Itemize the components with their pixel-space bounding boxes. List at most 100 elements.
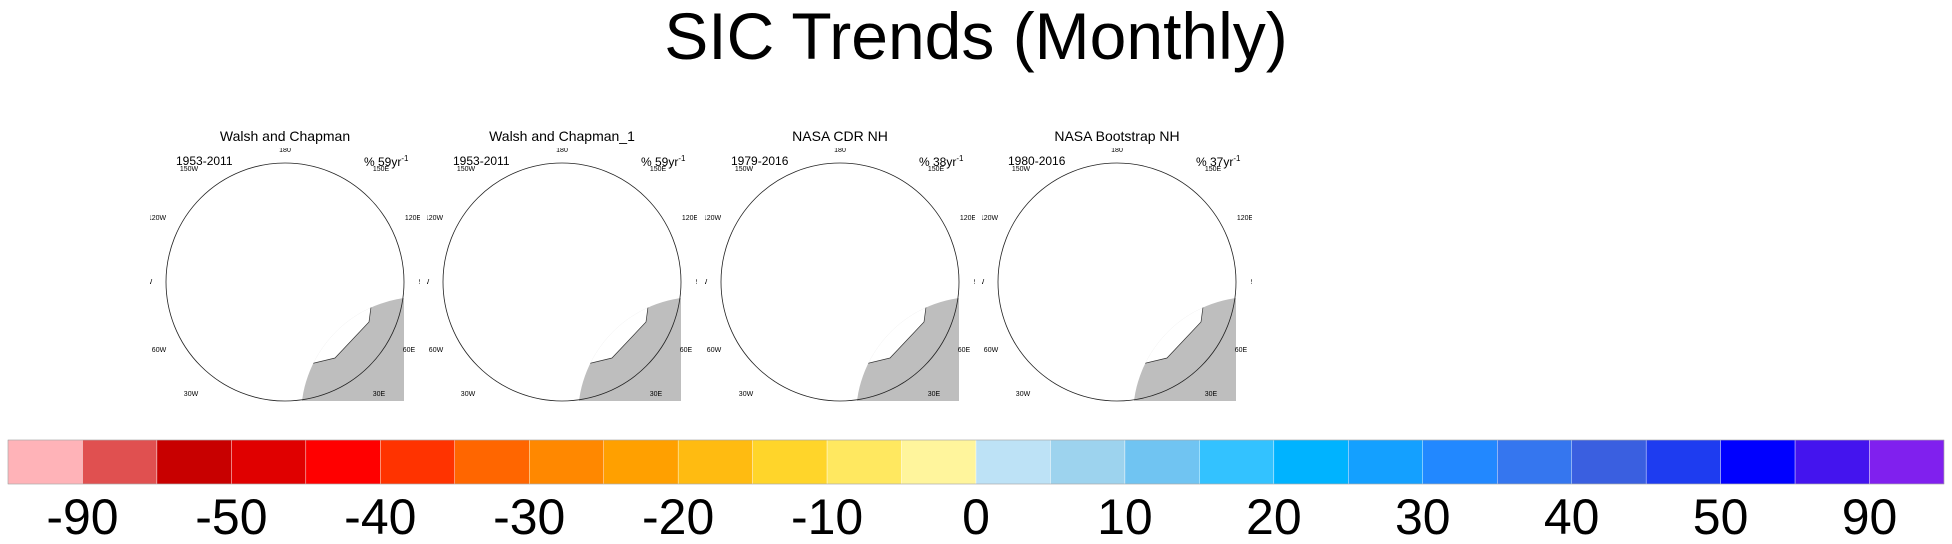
longitude-label: 90W [982,279,985,286]
ice-trend-region [271,258,303,296]
colorbar-swatch [7,439,83,485]
coastline [301,297,378,371]
longitude-label: 150W [735,166,754,173]
colorbar-swatch [901,439,977,485]
panel-period: 1953-2011 [453,154,510,168]
longitude-label: 150E [1205,166,1222,173]
ice-trend-region [578,297,620,322]
panel-trend: % 38yr-1 [919,154,964,169]
longitude-label: 150W [1012,166,1031,173]
longitude-label: 30E [373,391,386,398]
map-panel: NASA Bootstrap NH 1980-2016 % 37yr-1 180 150… [982,120,1252,410]
colorbar-swatch [677,439,753,485]
ice-trend-region [301,297,343,322]
longitude-label: 120W [427,215,444,222]
colorbar-swatch [1124,439,1200,485]
panel-title: NASA CDR NH [792,128,888,144]
longitude-label: 30E [650,391,663,398]
ice-trend-region [301,297,317,304]
ice-trend-region [301,332,305,344]
colorbar-tick-label: 20 [1246,489,1302,544]
colorbar-swatch [1720,439,1796,485]
atlantic-ocean [1017,332,1117,401]
longitude-label: 60E [680,347,693,354]
longitude-label: 120E [1237,215,1252,222]
colorbar-swatch [454,439,530,485]
ice-trend-region [482,212,514,240]
colorbar-swatch [1050,439,1126,485]
ice-trend-region [740,322,762,362]
colorbar-swatch [1794,439,1870,485]
colorbar-swatch [603,439,679,485]
longitude-label: 120W [705,215,722,222]
ice-trend-region [301,300,331,348]
longitude-label: 120E [405,215,420,222]
panel-period: 1980-2016 [1008,154,1066,168]
ice-trend-region [452,290,478,326]
longitude-label: 30E [1205,391,1218,398]
polar-map: 180150W120W90W60W30W030E60E90E120E150E [705,148,975,402]
longitude-label: 90E [974,279,975,286]
ice-trend-region [1133,297,1177,332]
atlantic-ocean [740,332,840,401]
ice-trend-region [265,182,319,214]
baffin-bay [987,282,1021,372]
longitude-label: 90E [1251,279,1252,286]
panel-title: NASA Bootstrap NH [1054,128,1180,144]
ice-trend-region [720,294,754,342]
longitude-label: 180 [834,148,846,154]
longitude-label: 30E [928,391,941,398]
colorbar-tick-label: -50 [195,489,267,544]
colorbar-tick-label: -30 [493,489,565,544]
ice-trend-region [1017,322,1039,362]
colorbar-swatch [1645,439,1721,485]
longitude-label: 30W [739,391,754,398]
map-panel: Walsh and Chapman 1953-2011 % 59yr-1 180 150… [150,120,420,410]
ice-trend-region [205,324,217,344]
panel-trend: % 59yr-1 [364,154,409,169]
longitude-label: 90W [150,279,153,286]
baffin-bay [432,282,466,372]
colorbar-border [7,439,1945,485]
map-panel: Walsh and Chapman_1 1953-2011 % 59yr-1 180 1… [427,120,697,410]
colorbar-swatch [231,439,307,485]
panel-title: Walsh and Chapman_1 [489,128,635,144]
longitude-label: 150E [650,166,667,173]
longitude-label: 30W [461,391,476,398]
longitude-label: 150W [457,166,476,173]
longitude-label: 180 [279,148,291,154]
colorbar-tick-label: 50 [1693,489,1749,544]
ice-trend-region [542,182,596,214]
coastline [856,297,933,371]
ice-trend-region [219,312,241,342]
longitude-label: 60E [1235,347,1248,354]
ice-trend-region [590,186,632,210]
ice-trend-region [1051,252,1089,298]
colorbar-swatch [305,439,381,485]
longitude-label: 60W [152,347,167,354]
colorbar-swatch [1422,439,1498,485]
coastline [578,297,655,371]
ice-trend-region [205,212,237,240]
colorbar-swatch [82,439,158,485]
polar-map: 180150W120W90W60W30W030E60E90E120E150E [150,148,420,402]
colorbar-tick-label: -10 [791,489,863,544]
ice-trend-region [794,332,834,370]
longitude-label: 180 [1111,148,1123,154]
longitude-label: 120E [960,215,975,222]
ice-trend-region [1071,332,1111,370]
ice-trend-region [774,252,812,298]
colorbar-swatch [1199,439,1275,485]
colorbar-tick-label: 10 [1097,489,1153,544]
longitude-label: 30W [1016,391,1031,398]
longitude-label: 90W [705,279,708,286]
colorbar-swatch [975,439,1051,485]
panel-period: 1953-2011 [176,154,233,168]
main-title: SIC Trends (Monthly) [664,0,1288,73]
longitude-label: 60W [429,347,444,354]
greenland [1073,340,1111,382]
baffin-bay [155,282,189,372]
ice-trend-region [856,297,900,332]
ice-trend-region [780,316,800,344]
